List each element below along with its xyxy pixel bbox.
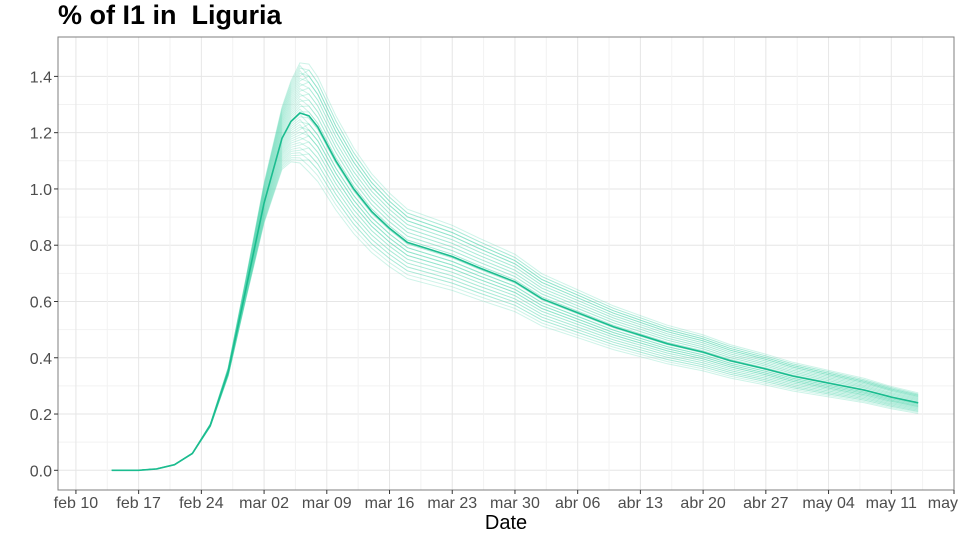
- ensemble-line: [111, 72, 919, 471]
- y-tick-label: 1.4: [30, 69, 52, 86]
- y-tick-label: 0.8: [30, 238, 52, 255]
- x-tick-label: mar 02: [239, 495, 289, 512]
- y-tick-label: 0.4: [30, 351, 52, 368]
- y-axis-ticks: 0.0 0.2 0.4 0.6 0.8 1.0 1.2 1.4: [30, 69, 58, 480]
- x-tick-label: may 18: [928, 495, 960, 512]
- x-tick-label: may 04: [802, 495, 855, 512]
- plot-panel-border: [57, 36, 955, 491]
- ensemble-line: [111, 62, 919, 471]
- x-tick-label: abr 13: [618, 495, 663, 512]
- x-axis-title: Date: [485, 512, 527, 534]
- x-axis-ticks: feb 10 feb 17 feb 24 mar 02 mar 09 mar 16 mar …: [54, 490, 960, 512]
- ensemble-line: [111, 152, 919, 471]
- chart-title: % of I1 in Liguria: [58, 0, 282, 30]
- ensemble-line: [111, 69, 919, 471]
- x-tick-label: feb 10: [54, 495, 99, 512]
- x-tick-label: mar 30: [490, 495, 540, 512]
- x-tick-label: feb 17: [116, 495, 161, 512]
- x-tick-label: abr 20: [680, 495, 725, 512]
- ensemble-line: [111, 153, 919, 471]
- ensemble-line: [111, 69, 919, 471]
- ensemble-line: [111, 161, 919, 471]
- x-tick-label: feb 24: [179, 495, 224, 512]
- y-tick-label: 0.0: [30, 463, 52, 480]
- ensemble-line: [111, 64, 919, 471]
- ensemble-line: [111, 157, 919, 471]
- x-tick-label: may 11: [866, 495, 917, 512]
- y-tick-label: 1.0: [30, 182, 52, 199]
- central-estimate-line: [111, 112, 919, 472]
- ensemble-line: [111, 147, 919, 471]
- ensemble-line: [111, 159, 919, 471]
- series-lines: [111, 112, 919, 472]
- x-tick-label: abr 06: [555, 495, 600, 512]
- y-tick-label: 0.2: [30, 407, 52, 424]
- x-tick-label: abr 27: [743, 495, 788, 512]
- x-tick-label: mar 09: [302, 495, 352, 512]
- y-tick-label: 0.6: [30, 294, 52, 311]
- grid-lines: [58, 37, 955, 490]
- ensemble-line: [111, 67, 919, 471]
- x-tick-label: mar 16: [365, 495, 415, 512]
- x-tick-label: mar 23: [427, 495, 477, 512]
- y-tick-label: 1.2: [30, 126, 52, 143]
- ensemble-line: [111, 147, 919, 471]
